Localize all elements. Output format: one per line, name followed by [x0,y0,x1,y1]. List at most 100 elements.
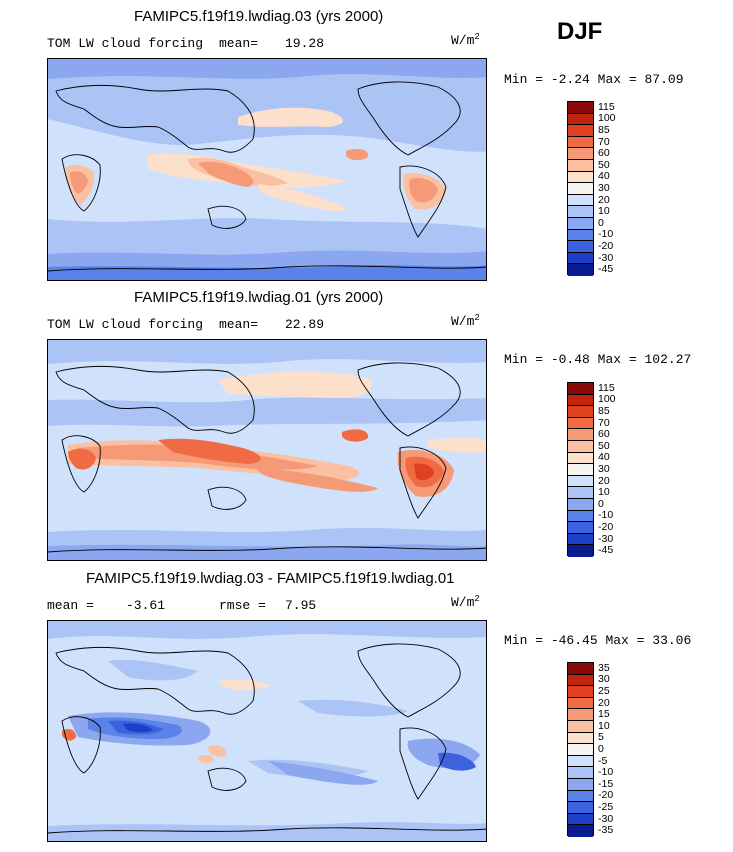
panel3-colorbar-swatch [568,778,593,791]
panel3-rmse-label: rmse = [219,598,266,613]
panel2-colorbar-swatch [568,452,593,465]
panel1-colorbar-swatch [568,113,593,126]
panel1-colorbar-swatch [568,229,593,242]
panel3-colorbar-label: -15 [598,777,614,790]
panel1-colorbar-label: 60 [598,147,610,160]
panel3-map-svg [48,621,486,841]
panel3-colorbar-label: 15 [598,708,610,721]
panel1-colorbar-label: 30 [598,182,610,194]
panel1-title: FAMIPC5.f19f19.lwdiag.03 (yrs 2000) [134,8,384,25]
panel1-colorbar-swatch [568,159,593,172]
panel1-colorbar-swatch [568,183,593,195]
panel3-colorbar-label: -35 [598,824,614,837]
panel1-colorbar-label: -10 [598,228,614,241]
panel2-colorbar-swatch [568,394,593,407]
panel1-colorbar-label: 70 [598,135,610,148]
panel1-colorbar-swatch [568,102,593,114]
panel2-colorbar-label: -30 [598,532,614,545]
panel1-colorbar-label: 0 [598,216,604,229]
panel1-map-svg [48,59,486,280]
panel1-colorbar-swatch [568,206,593,218]
panel3-colorbar-swatch [568,686,593,698]
panel3-colorbar-swatch [568,744,593,756]
panel3-map [47,620,487,842]
panel1-colorbar-label: 10 [598,205,610,218]
panel3-colorbar-label: 10 [598,719,610,732]
panel3-units-exp: 2 [474,594,480,604]
panel1-colorbar-label: 40 [598,170,610,183]
panel2-colorbar-swatch [568,487,593,499]
panel2-map [47,339,487,561]
panel1-min-label: Min = [504,72,544,87]
panel3-colorbar-label: -30 [598,812,614,825]
panel1-mean-label: mean= [219,36,259,51]
panel2-colorbar-swatch [568,510,593,523]
panel2-title: FAMIPC5.f19f19.lwdiag.01 (yrs 2000) [134,289,384,306]
panel1-colorbar-swatch [568,241,593,253]
panel2-min-label: Min = [504,352,544,367]
panel3-colorbar-swatch [568,663,593,675]
panel1-max-label: Max = [597,72,637,87]
panel3-colorbar-swatch [568,755,593,768]
panel3-colorbar [567,662,594,837]
panel1-minmax: Min = -2.24 Max = 87.09 [504,72,684,87]
panel1-colorbar-label: -30 [598,251,614,264]
panel3-units-base: W/m [451,595,475,610]
panel3-colorbar-label: 30 [598,673,610,686]
panel3-colorbar-swatch [568,709,593,721]
panel3-mean-label: mean = [47,598,94,613]
panel2-colorbar-label: 40 [598,451,610,464]
panel2-colorbar-swatch [568,498,593,511]
panel2-max-label: Max = [597,352,637,367]
season-label: DJF [557,18,603,45]
panel1-colorbar-label: 50 [598,158,610,171]
panel1-colorbar-swatch [568,171,593,184]
panel1-colorbar-label: 100 [598,112,616,125]
panel2-colorbar-label: -45 [598,544,614,557]
panel3-colorbar-swatch [568,802,593,814]
panel3-colorbar-label: -25 [598,801,614,813]
panel3-min-value: -46.45 [550,633,598,648]
panel3-colorbar-swatch [568,674,593,687]
panel3-colorbar-swatch [568,813,593,826]
panel2-colorbar-label: 50 [598,439,610,452]
panel1-variable: TOM LW cloud forcing [47,36,204,51]
panel3-colorbar-label: 20 [598,696,610,709]
panel1-colorbar-swatch [568,136,593,149]
panel2-colorbar-swatch [568,440,593,453]
panel3-minmax: Min = -46.45 Max = 33.06 [504,633,691,648]
panel2-colorbar-label: -20 [598,521,614,533]
panel1-colorbar-label: -45 [598,263,614,276]
panel3-max-value: 33.06 [652,633,692,648]
panel3-colorbar-label: 25 [598,685,610,697]
panel2-colorbar-label: 100 [598,393,616,406]
panel1-colorbar-swatch [568,264,593,276]
panel1-colorbar-label: 115 [598,100,615,113]
panel3-colorbar-label: -5 [598,754,608,767]
panel1-colorbar-swatch [568,194,593,207]
panel2-units-exp: 2 [474,313,480,323]
panel1-map [47,58,487,281]
panel3-colorbar-label: 0 [598,743,604,755]
panel2-colorbar-swatch [568,464,593,476]
panel3-colorbar-swatch [568,720,593,733]
panel3-max-label: Max = [605,633,645,648]
panel1-colorbar-label: 85 [598,124,610,136]
panel1-colorbar-swatch [568,252,593,265]
panel3-title: FAMIPC5.f19f19.lwdiag.03 - FAMIPC5.f19f1… [86,570,455,587]
panel2-colorbar-label: 30 [598,463,610,475]
panel2-units: W/m2 [451,313,480,329]
panel2-colorbar-label: 10 [598,486,610,499]
panel3-colorbar-swatch [568,732,593,745]
panel3-colorbar-swatch [568,767,593,779]
panel2-colorbar-swatch [568,522,593,534]
panel3-colorbar-label: 5 [598,731,604,744]
panel3-min-label: Min = [504,633,544,648]
panel1-mean-value: 19.28 [285,36,325,51]
panel2-variable: TOM LW cloud forcing [47,317,204,332]
panel1-colorbar [567,101,594,276]
panel2-max-value: 102.27 [644,352,692,367]
panel1-units-exp: 2 [474,32,480,42]
panel2-colorbar-swatch [568,417,593,430]
panel1-colorbar-swatch [568,148,593,160]
